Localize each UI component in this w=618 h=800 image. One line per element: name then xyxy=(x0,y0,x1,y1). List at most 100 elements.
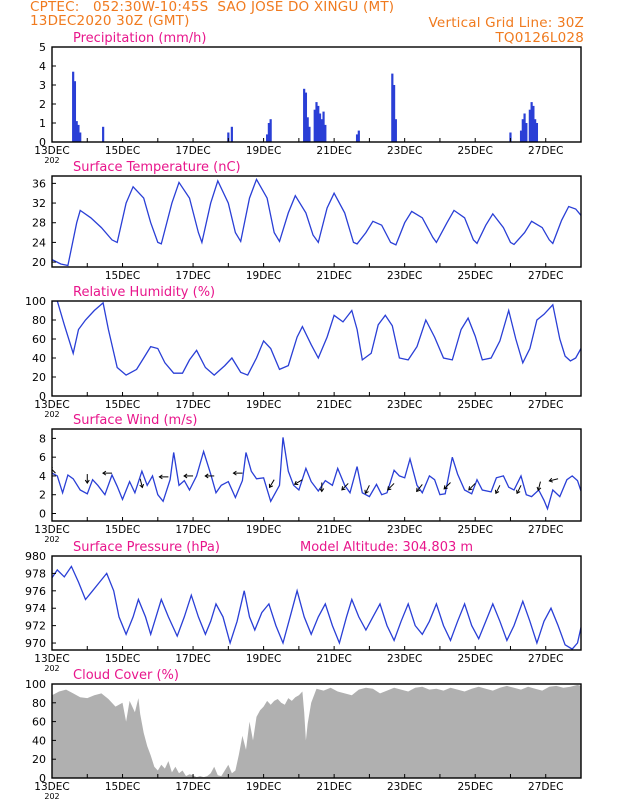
x-tick-year: 202 xyxy=(44,792,59,800)
x-tick-label: 27DEC xyxy=(528,653,563,665)
wind-arrow-head xyxy=(536,486,542,492)
x-tick-label: 23DEC xyxy=(387,145,422,157)
panel-5: Surface Pressure (hPa) Model Altitude: 30… xyxy=(25,540,582,673)
precip-bar xyxy=(519,130,523,142)
panel-frame xyxy=(51,683,582,779)
x-tick-year: 202 xyxy=(44,535,59,544)
y-tick-label: 32 xyxy=(32,197,46,210)
precip-bar xyxy=(509,132,512,142)
x-tick-label: 25DEC xyxy=(457,270,492,282)
x-tick-label: 15DEC xyxy=(105,270,140,282)
x-tick-label: 27DEC xyxy=(528,781,563,793)
y-tick-label: 980 xyxy=(25,550,46,563)
x-tick-label: 21DEC xyxy=(316,781,351,793)
y-tick-label: 2 xyxy=(39,98,46,111)
series-line xyxy=(52,437,581,511)
series-line xyxy=(52,177,581,267)
y-tick-label: 60 xyxy=(32,333,46,346)
x-tick-label: 25DEC xyxy=(457,524,492,536)
x-tick-label: 19DEC xyxy=(246,145,281,157)
precip-bar xyxy=(324,124,327,142)
wind-arrow xyxy=(269,479,275,488)
panel-title: Precipitation (mm/h) xyxy=(73,31,206,46)
y-tick-label: 976 xyxy=(25,585,46,598)
precip-bar xyxy=(530,102,533,142)
header-line2-left: 13DEC2020 30Z (GMT) xyxy=(30,13,190,29)
wind-arrow xyxy=(468,483,476,491)
wind-arrow xyxy=(495,485,501,494)
x-tick-label: 19DEC xyxy=(246,653,281,665)
precip-bar xyxy=(73,81,77,142)
wind-arrow-head xyxy=(494,489,500,495)
y-tick-label: 100 xyxy=(25,295,46,308)
wind-arrow xyxy=(443,482,451,490)
precip-bar xyxy=(318,113,322,142)
wind-arrow-head xyxy=(443,485,448,490)
precip-bar xyxy=(322,111,325,142)
panel-4: Surface Wind (m/s) 0 2 4 6 8 13DEC 15DEC 17DEC 19… xyxy=(34,413,582,544)
precip-bar xyxy=(534,119,537,142)
wind-arrow xyxy=(416,484,423,492)
header-line2-right: TQ0126L028 xyxy=(495,30,584,46)
precip-bar xyxy=(532,105,535,142)
precip-bar xyxy=(303,88,306,142)
y-tick-label: 24 xyxy=(32,236,46,249)
y-tick-label: 6 xyxy=(39,451,46,464)
wind-arrow-head xyxy=(319,488,325,493)
y-tick-label: 80 xyxy=(32,314,46,327)
y-tick-label: 5 xyxy=(39,41,46,54)
x-tick-label: 17DEC xyxy=(175,524,210,536)
x-tick-label: 25DEC xyxy=(457,399,492,411)
x-tick-label: 17DEC xyxy=(175,781,210,793)
panel-title: Surface Temperature (nC) xyxy=(73,160,241,175)
y-tick-label: 0 xyxy=(39,390,46,403)
x-tick-label: 15DEC xyxy=(105,399,140,411)
y-tick-label: 974 xyxy=(25,602,46,615)
wind-arrow-head xyxy=(364,489,369,495)
panel-title: Relative Humidity (%) xyxy=(73,285,215,300)
y-tick-label: 40 xyxy=(32,734,46,747)
wind-arrow-head xyxy=(468,486,473,491)
x-tick-label: 23DEC xyxy=(387,653,422,665)
x-tick-label: 17DEC xyxy=(175,399,210,411)
plot-area xyxy=(52,437,581,511)
wind-arrow-head xyxy=(102,470,107,476)
wind-arrow xyxy=(341,483,349,491)
precip-bar xyxy=(75,121,78,142)
wind-arrow-head xyxy=(293,480,299,485)
y-tick-label: 36 xyxy=(32,177,46,190)
y-tick-label: 20 xyxy=(32,371,46,384)
precip-bar xyxy=(528,109,531,142)
y-tick-label: 972 xyxy=(25,620,46,633)
precip-bar xyxy=(308,126,311,142)
wind-arrow-head xyxy=(139,483,145,489)
y-tick-label: 2 xyxy=(39,489,46,502)
precip-bar xyxy=(79,132,82,142)
x-tick-label: 21DEC xyxy=(316,653,351,665)
precip-bar xyxy=(304,92,308,142)
x-tick-year: 202 xyxy=(44,156,59,165)
x-tick-label: 17DEC xyxy=(175,653,210,665)
wind-arrow-head xyxy=(84,479,90,484)
y-tick-label: 4 xyxy=(39,470,46,483)
wind-arrow-head xyxy=(268,483,274,489)
y-tick-label: 28 xyxy=(32,217,46,230)
precip-bar xyxy=(357,130,360,142)
panel-frame xyxy=(51,428,582,522)
cloud-cover-area xyxy=(52,684,581,778)
precip-bar xyxy=(355,134,359,142)
x-tick-label: 25DEC xyxy=(457,653,492,665)
x-tick-label: 21DEC xyxy=(316,270,351,282)
x-tick-label: 15DEC xyxy=(105,145,140,157)
wind-arrow-head xyxy=(232,470,237,476)
y-tick-label: 0 xyxy=(39,136,46,149)
panel-3: Relative Humidity (%) 0 20 40 60 80 100 13DEC 15… xyxy=(25,285,582,419)
wind-arrow-head xyxy=(158,474,163,480)
precip-bar xyxy=(394,119,397,142)
panel-frame xyxy=(51,175,582,268)
y-tick-label: 20 xyxy=(32,753,46,766)
precip-bar xyxy=(521,119,524,142)
x-tick-label: 23DEC xyxy=(387,399,422,411)
x-tick-label: 21DEC xyxy=(316,399,351,411)
wind-arrow-head xyxy=(516,489,521,495)
